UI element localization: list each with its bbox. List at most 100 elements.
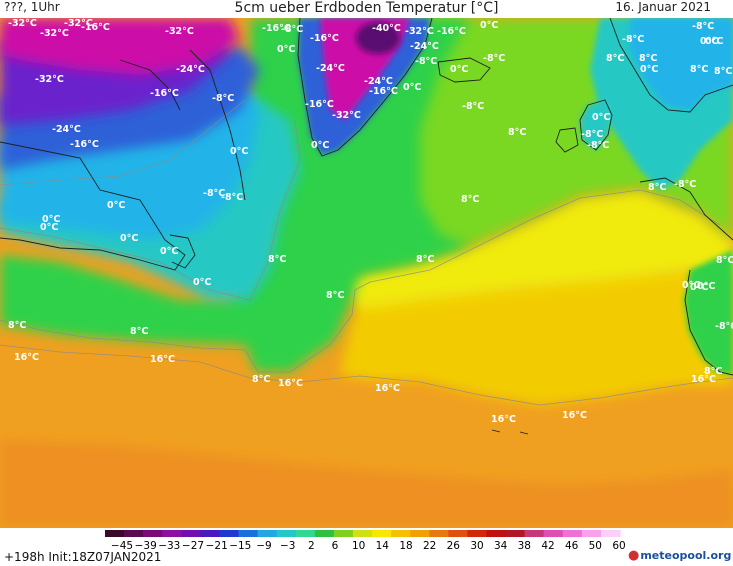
temp-label: 0°C [193, 277, 211, 288]
meteopool-logo[interactable]: ●meteopool.org [628, 548, 731, 563]
colorbar-tick-label: 6 [332, 540, 339, 550]
field-greenland-core [356, 22, 400, 54]
colorbar-swatch [410, 530, 430, 537]
colorbar-tick-label: −27 [182, 540, 204, 550]
colorbar-tick-label: −3 [280, 540, 295, 550]
coast-iberia [684, 269, 733, 376]
temp-label: 8°C [508, 127, 526, 138]
field-yellow [340, 190, 733, 310]
colorbar-tick-label: 34 [494, 540, 508, 550]
temp-label: 0°C [160, 246, 178, 257]
temp-label: -32°C [40, 28, 69, 39]
colorbar-tick-label: 14 [376, 540, 390, 550]
colorbar-swatch [524, 530, 545, 537]
temp-label: 8°C [648, 182, 666, 193]
colorbar-swatch [314, 530, 335, 537]
colorbar-swatch [295, 530, 316, 537]
temp-label: 0°C [697, 281, 715, 292]
coastlines [0, 18, 733, 435]
temp-label: 0°C [700, 36, 718, 47]
temp-label: 8°C [416, 254, 434, 265]
temp-label: 8°C [716, 255, 733, 266]
colorbar-swatch [257, 530, 278, 537]
colorbar-swatch [505, 530, 526, 537]
colorbar-tick-label: −9 [256, 540, 271, 550]
contour-lines [0, 99, 733, 406]
temp-label: -16°C [70, 139, 99, 150]
temp-label: 0°C [277, 44, 295, 55]
temp-label: -8°C [581, 129, 603, 140]
run-label: ???, 1Uhr [4, 0, 60, 14]
colorbar-swatch [238, 530, 259, 537]
temp-label: -8°C [715, 321, 733, 332]
colorbar-swatch [372, 530, 392, 537]
coast-newfoundland [169, 234, 196, 269]
logo-text: meteopool.org [640, 549, 732, 562]
contour-0c [0, 119, 301, 301]
colorbar-tick-label: 42 [541, 540, 554, 550]
colorbar-swatch [200, 530, 221, 537]
colorbar-tick-label: −15 [229, 540, 251, 550]
temp-label: 0°C [640, 64, 658, 75]
temp-label: 0°C [107, 200, 125, 211]
temp-label: 8°C [704, 366, 722, 377]
temp-label: -32°C [405, 26, 434, 37]
temp-label: 8°C [252, 374, 270, 385]
colorbar-tick-label: 38 [518, 540, 531, 550]
colorbar-swatch [352, 530, 373, 537]
colorbar-swatch [581, 530, 602, 537]
chart-title: 5cm ueber Erdboden Temperatur [°C] [234, 0, 499, 16]
colorbar-tick-label: 2 [308, 540, 315, 550]
colorbar-swatch [429, 530, 449, 537]
temp-label: 0°C [40, 222, 58, 233]
temp-label: -16°C [262, 23, 291, 34]
coast-europe [639, 177, 733, 241]
colorbar-tick-label: 50 [589, 540, 602, 550]
temp-label: -40°C [372, 23, 401, 34]
temp-label: 8°C [606, 53, 624, 64]
colorbar-tick-label: −39 [135, 540, 157, 550]
colorbar-swatch [600, 530, 621, 537]
contour-minus8c [0, 99, 246, 186]
colorbar: −45 −39 −33 −27 −21 −15 −9 −3 2 6 10 14 18 22 26 30 34 38… [105, 530, 626, 550]
temp-label: 8°C [714, 66, 732, 77]
colorbar-tick-label: −45 [111, 540, 133, 550]
coast-canada [0, 141, 186, 271]
colorbar-swatch [124, 530, 144, 537]
field-deep-orange [0, 440, 733, 528]
colorbar-tick-label: −21 [206, 540, 228, 550]
temp-label: -16°C [305, 99, 334, 110]
colorbar-swatches [105, 530, 621, 537]
temp-label: -32°C [332, 110, 361, 121]
colorbar-tick-label: 22 [423, 540, 436, 550]
temp-label: -8°C [692, 21, 714, 32]
temp-label: -24°C [176, 64, 205, 75]
temp-label: -8°C [462, 101, 484, 112]
colorbar-swatch [562, 530, 583, 537]
temp-label: 8°C [461, 194, 479, 205]
contour-8c [0, 189, 721, 373]
temp-label: 8°C [268, 254, 286, 265]
temp-label: -24°C [52, 124, 81, 135]
temp-label: 8°C [130, 326, 148, 337]
colorbar-tick-label: 10 [352, 540, 365, 550]
temp-label: -32°C [8, 18, 37, 29]
logo-globe-icon: ● [628, 548, 640, 563]
colorbar-swatch [333, 530, 354, 537]
temp-label: -8°C [587, 140, 609, 151]
colorbar-tick-label: 26 [447, 540, 461, 550]
temp-label: 8°C [690, 64, 708, 75]
footer: −45 −39 −33 −27 −21 −15 −9 −3 2 6 10 14 18 22 26 30 34 38… [0, 528, 733, 566]
coast-scandinavia [609, 18, 733, 113]
temp-label: -16°C [150, 88, 179, 99]
temp-label: 0°C [682, 280, 700, 291]
valid-date: 16. Januar 2021 [615, 0, 711, 14]
temperature-labels: -32°C-32°C-32°C-32°C-32°C-24°C-16°C-16°C… [8, 18, 733, 425]
temperature-map: -32°C-32°C-32°C-32°C-32°C-24°C-16°C-16°C… [0, 18, 733, 528]
temp-label: 0°C [403, 82, 421, 93]
colorbar-swatch [486, 530, 507, 537]
temp-label: 16°C [691, 374, 716, 385]
colorbar-tick-label: 60 [612, 540, 625, 550]
colorbar-tick-label: 30 [470, 540, 483, 550]
temp-label: -16°C [310, 33, 339, 44]
